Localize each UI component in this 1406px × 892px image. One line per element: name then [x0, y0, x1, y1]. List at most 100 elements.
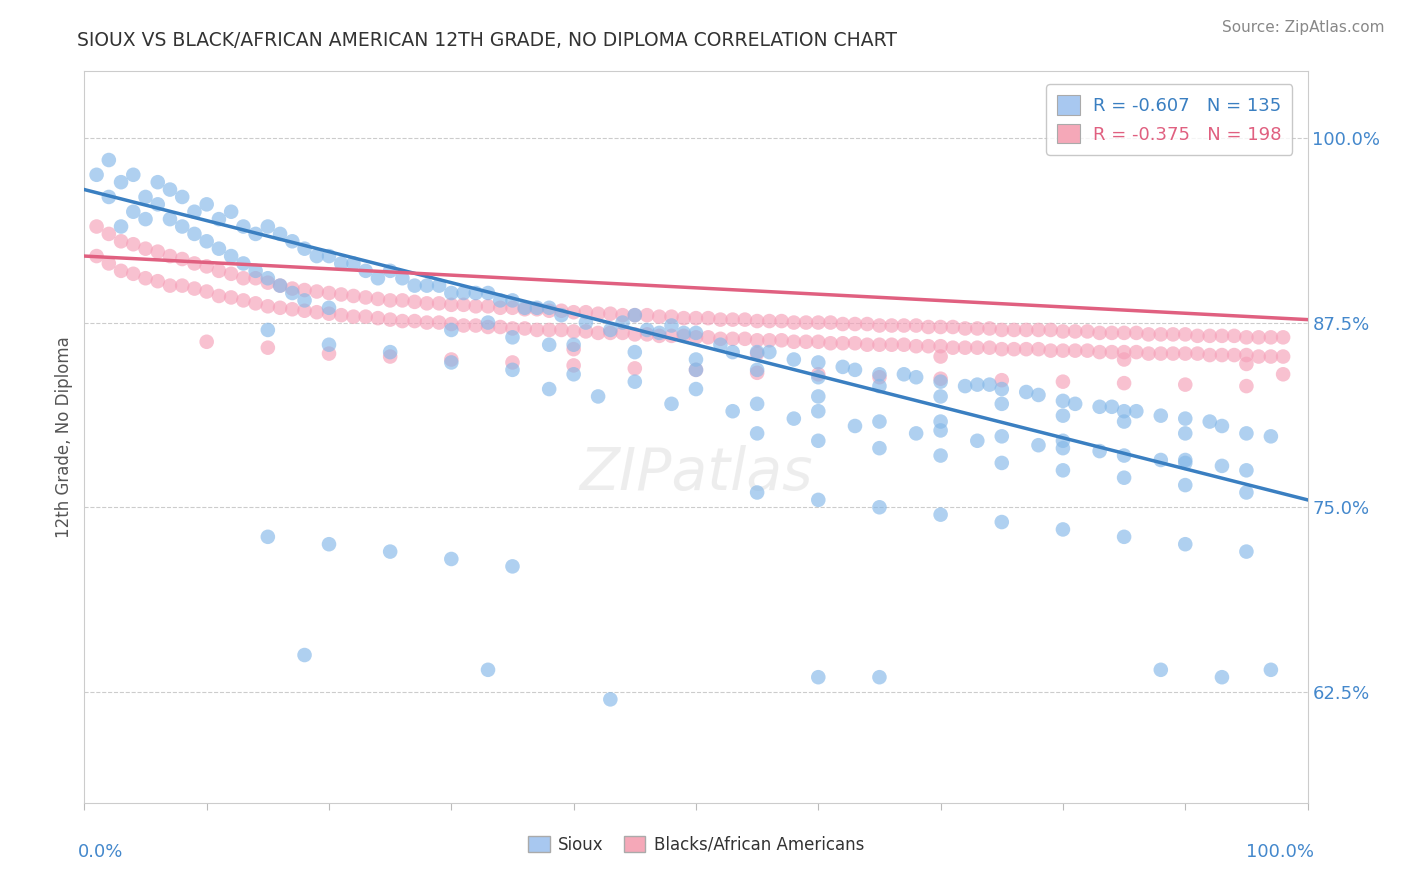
Point [257, 299, 280, 313]
Point [550, 308, 572, 322]
Point [1052, 434, 1074, 448]
Point [232, 219, 254, 234]
Point [183, 227, 205, 241]
Point [318, 346, 340, 360]
Point [1198, 329, 1220, 343]
Point [159, 249, 181, 263]
Point [685, 311, 707, 326]
Point [281, 285, 304, 300]
Point [783, 334, 806, 349]
Point [404, 314, 426, 328]
Point [966, 321, 988, 335]
Point [624, 308, 647, 322]
Point [880, 337, 903, 351]
Point [917, 339, 939, 353]
Point [1015, 384, 1038, 399]
Point [869, 500, 891, 515]
Point [1211, 419, 1233, 434]
Point [721, 404, 744, 418]
Point [1137, 327, 1160, 342]
Point [624, 308, 647, 322]
Point [1064, 397, 1087, 411]
Point [636, 308, 658, 322]
Point [880, 318, 903, 333]
Point [1028, 388, 1050, 402]
Point [1161, 327, 1184, 342]
Point [1236, 463, 1258, 477]
Point [1101, 326, 1123, 340]
Point [991, 373, 1014, 387]
Point [661, 397, 683, 411]
Point [1260, 330, 1282, 344]
Point [831, 317, 853, 331]
Point [1236, 357, 1258, 371]
Point [318, 249, 340, 263]
Point [685, 330, 707, 344]
Point [257, 323, 280, 337]
Point [380, 264, 402, 278]
Point [440, 298, 463, 312]
Point [135, 271, 157, 285]
Point [502, 355, 524, 369]
Point [477, 285, 499, 300]
Point [97, 256, 120, 270]
Point [208, 289, 231, 303]
Point [257, 341, 280, 355]
Point [929, 375, 952, 389]
Point [991, 429, 1014, 443]
Point [1211, 329, 1233, 343]
Point [966, 434, 988, 448]
Point [122, 168, 145, 182]
Point [1052, 393, 1074, 408]
Point [1236, 544, 1258, 558]
Point [1150, 453, 1173, 467]
Point [281, 235, 304, 249]
Point [1002, 323, 1025, 337]
Point [1211, 670, 1233, 684]
Point [219, 249, 242, 263]
Point [1260, 350, 1282, 364]
Point [1028, 342, 1050, 356]
Point [599, 307, 621, 321]
Point [562, 325, 585, 339]
Point [342, 256, 364, 270]
Point [269, 278, 291, 293]
Point [1272, 350, 1295, 364]
Point [208, 212, 231, 227]
Point [219, 290, 242, 304]
Point [991, 515, 1014, 529]
Point [648, 326, 671, 340]
Point [294, 293, 316, 308]
Point [893, 368, 915, 382]
Point [562, 337, 585, 351]
Point [440, 352, 463, 367]
Point [1198, 415, 1220, 429]
Point [942, 320, 965, 334]
Point [257, 276, 280, 290]
Point [172, 190, 194, 204]
Point [269, 301, 291, 315]
Point [1101, 345, 1123, 359]
Point [1260, 663, 1282, 677]
Point [110, 264, 132, 278]
Point [893, 337, 915, 351]
Point [367, 292, 389, 306]
Point [1101, 400, 1123, 414]
Point [1272, 368, 1295, 382]
Point [929, 320, 952, 334]
Point [747, 314, 769, 328]
Point [502, 293, 524, 308]
Text: Source: ZipAtlas.com: Source: ZipAtlas.com [1222, 20, 1385, 35]
Point [367, 311, 389, 326]
Point [807, 670, 830, 684]
Point [391, 314, 413, 328]
Point [183, 282, 205, 296]
Point [991, 342, 1014, 356]
Point [526, 301, 548, 315]
Point [758, 333, 780, 347]
Point [747, 426, 769, 441]
Point [661, 310, 683, 324]
Point [979, 377, 1001, 392]
Point [1236, 379, 1258, 393]
Point [929, 424, 952, 438]
